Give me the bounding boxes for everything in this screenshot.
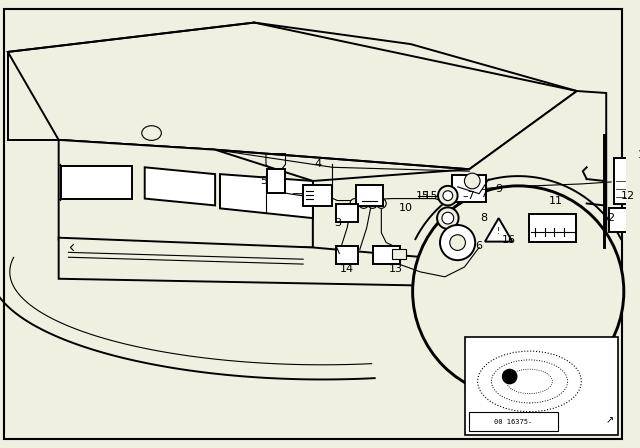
Text: 16: 16 (502, 235, 515, 245)
Bar (303, 185, 332, 207)
Bar (267, 169, 285, 193)
Circle shape (367, 198, 378, 208)
Circle shape (442, 212, 454, 224)
Polygon shape (8, 22, 577, 169)
Circle shape (413, 186, 624, 397)
Circle shape (502, 369, 518, 384)
Text: 11: 11 (548, 195, 563, 206)
Text: 2: 2 (607, 213, 614, 223)
Bar (372, 246, 400, 264)
Polygon shape (59, 140, 313, 247)
Polygon shape (220, 174, 313, 218)
Text: 12: 12 (621, 191, 635, 201)
Circle shape (437, 207, 459, 229)
Text: ↗: ↗ (606, 416, 614, 426)
Text: !: ! (497, 227, 500, 237)
Bar (392, 250, 406, 259)
Text: 4: 4 (314, 159, 321, 169)
Bar (356, 185, 383, 207)
Circle shape (465, 173, 480, 189)
Text: 10: 10 (399, 203, 413, 213)
Circle shape (376, 198, 386, 208)
Text: 3: 3 (334, 218, 341, 228)
Text: 14: 14 (340, 264, 354, 274)
Bar (614, 158, 640, 204)
Circle shape (359, 198, 369, 208)
Text: 8: 8 (481, 213, 488, 223)
Bar (452, 175, 486, 202)
Bar (337, 204, 358, 222)
Polygon shape (485, 218, 513, 241)
Bar (609, 208, 640, 233)
Text: 1: 1 (638, 150, 640, 159)
Text: 5: 5 (260, 176, 268, 186)
Circle shape (350, 198, 360, 208)
Polygon shape (145, 167, 215, 206)
Bar (337, 246, 358, 264)
Bar (465, 337, 618, 435)
Circle shape (443, 191, 452, 201)
Circle shape (438, 186, 458, 206)
Circle shape (450, 235, 465, 250)
Polygon shape (61, 166, 132, 198)
Text: –15: –15 (419, 191, 438, 201)
Text: 9: 9 (495, 184, 502, 194)
Text: 13: 13 (389, 264, 403, 274)
Text: –7: –7 (463, 191, 476, 201)
Polygon shape (59, 238, 479, 287)
Text: 00 16375-: 00 16375- (495, 418, 532, 425)
Text: 15: 15 (415, 191, 429, 201)
Text: 6: 6 (476, 241, 483, 250)
Polygon shape (313, 91, 606, 292)
Circle shape (440, 225, 476, 260)
Bar (469, 412, 558, 431)
Bar (529, 214, 576, 241)
Text: 7: 7 (481, 189, 488, 199)
